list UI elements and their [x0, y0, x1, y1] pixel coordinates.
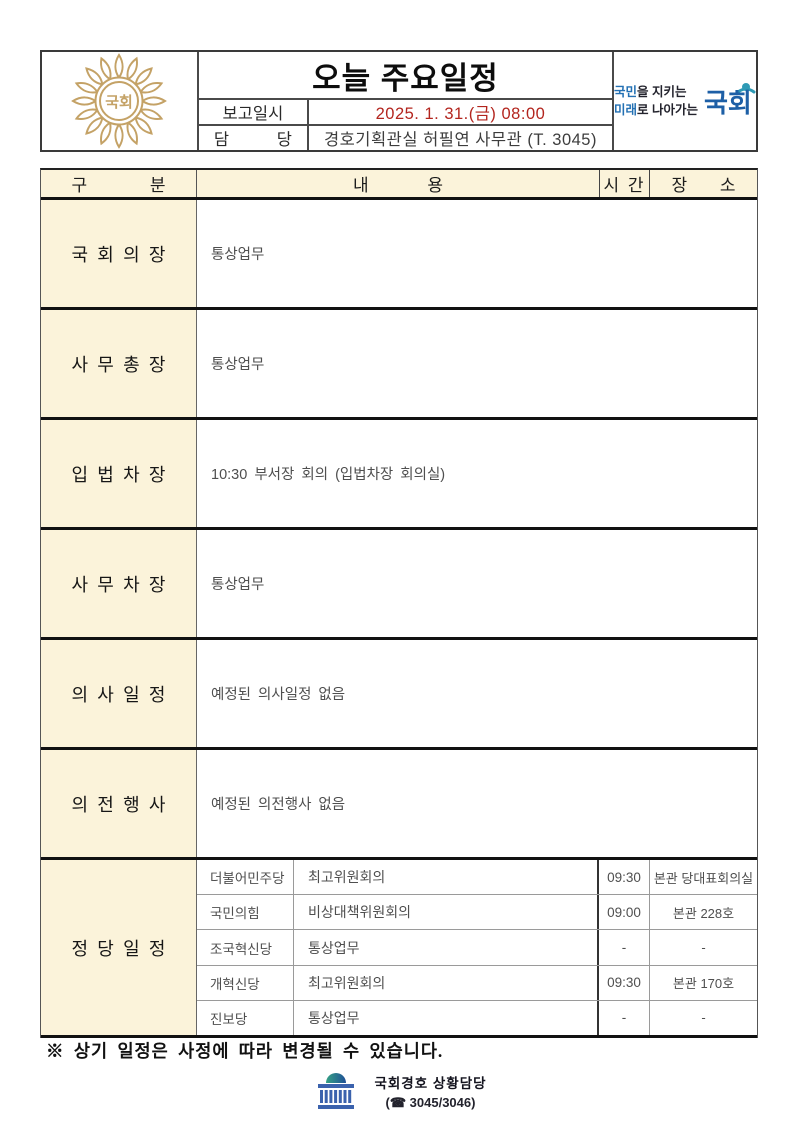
row-label: 의 전 행 사	[41, 750, 197, 857]
row-label: 입 법 차 장	[41, 420, 197, 527]
party-event-place: 본관 당대표회의실	[653, 870, 754, 886]
column-header-category-text: 구 분	[71, 176, 166, 195]
slogan-line2: 미래로 나아가는	[614, 101, 698, 119]
party-schedule-item: 개혁신당 최고위원회의 09:30 본관 170호	[197, 965, 757, 1001]
footnote: ※ 상기 일정은 사정에 따라 변경될 수 있습니다.	[46, 1041, 444, 1061]
row-label-text: 입 법 차 장	[71, 464, 166, 485]
row-label-text: 사 무 총 장	[71, 354, 166, 375]
report-datetime-row: 보고일시 2025. 1. 31.(금) 08:00	[198, 98, 612, 124]
party-name: 조국혁신당	[197, 930, 294, 965]
manager-row: 담 당 경호기획관실 허필연 사무관 (T. 3045)	[198, 124, 612, 150]
column-header-content: 내 용	[197, 170, 599, 197]
signature-org: 국회경호 상황담당	[374, 1075, 487, 1091]
party-schedule-grid: 더불어민주당 최고위원회의 09:30 본관 당대표회의실 국민의힘 비상대책위…	[197, 860, 757, 1036]
page-title: 오늘 주요일정	[312, 60, 499, 96]
party-event-place: 본관 228호	[672, 905, 735, 921]
slogan-line1: 국민을 지키는	[614, 83, 698, 101]
emblem-text: 국회	[106, 94, 134, 111]
row-content: 통상업무	[211, 247, 265, 263]
signature-text-block: 국회경호 상황담당 (☎ 3045/3046)	[374, 1072, 486, 1111]
party-name: 개혁신당	[197, 965, 294, 1000]
column-header-time: 시 간	[599, 170, 650, 197]
slogan-line2-rest: 로 나아가는	[637, 103, 698, 117]
table-row-speaker: 국 회 의 장 통상업무	[41, 200, 757, 310]
row-label: 국 회 의 장	[41, 200, 197, 307]
row-content: 예정된 의전행사 없음	[211, 797, 346, 813]
party-schedule-item: 조국혁신당 통상업무 - -	[197, 930, 757, 966]
party-event-place: -	[701, 940, 706, 955]
party-event: 최고위원회의	[294, 860, 599, 895]
column-header-place-text: 장 소	[671, 176, 736, 195]
row-content: 통상업무	[211, 577, 265, 593]
assembly-logotype-icon: 국회	[702, 80, 756, 125]
slogan-line1-emphasis: 국민	[614, 84, 638, 99]
party-event-time: 09:30	[599, 965, 650, 1000]
party-event-time: -	[599, 930, 650, 965]
row-label-text: 국 회 의 장	[71, 244, 166, 265]
slogan-line2-emphasis: 미래	[614, 103, 638, 117]
emblem-cell: 국회	[42, 52, 197, 150]
row-content: 통상업무	[211, 357, 265, 373]
table-row-legislation-deputy: 입 법 차 장 10:30 부서장 회의 (입법차장 회의실)	[41, 420, 757, 530]
party-event: 최고위원회의	[294, 965, 599, 1000]
party-schedule-item: 국민의힘 비상대책위원회의 09:00 본관 228호	[197, 895, 757, 931]
report-datetime-value: 2025. 1. 31.(금) 08:00	[375, 105, 546, 123]
column-header-time-text: 시 간	[603, 176, 646, 195]
party-name: 진보당	[197, 1000, 294, 1036]
party-event-time: 09:00	[599, 895, 650, 930]
report-datetime-label-text: 보고일시	[222, 105, 284, 123]
assembly-rosette-emblem-icon: 국회	[72, 53, 167, 148]
party-schedule-item: 더불어민주당 최고위원회의 09:30 본관 당대표회의실	[197, 860, 757, 896]
table-row-plenary-schedule: 의 사 일 정 예정된 의사일정 없음	[41, 640, 757, 750]
party-event-place: 본관 170호	[672, 976, 735, 992]
manager-label: 담 당	[199, 126, 309, 150]
column-header-place: 장 소	[650, 170, 757, 197]
party-name: 더불어민주당	[197, 860, 294, 895]
party-event-place: -	[701, 1010, 706, 1026]
table-row-secretary-general: 사 무 총 장 통상업무	[41, 310, 757, 420]
party-event: 통상업무	[294, 1000, 599, 1036]
slogan-line1-rest: 을 지키는	[637, 84, 687, 99]
party-schedule-item: 진보당 통상업무 - -	[197, 1000, 757, 1036]
row-label: 사 무 차 장	[41, 530, 197, 637]
row-label: 의 사 일 정	[41, 640, 197, 747]
assembly-building-icon	[318, 1073, 355, 1109]
row-content: 10:30 부서장 회의 (입법차장 회의실)	[211, 467, 446, 483]
row-label-text: 정 당 일 정	[71, 938, 166, 959]
manager-value: 경호기획관실 허필연 사무관 (T. 3045)	[323, 131, 597, 149]
signature-phone: (☎ 3045/3046)	[385, 1094, 476, 1110]
table-row-party-schedule: 정 당 일 정 더불어민주당 최고위원회의 09:30 본관 당대표회의실 국민…	[41, 860, 757, 1038]
row-content: 예정된 의사일정 없음	[211, 687, 346, 703]
report-datetime-label: 보고일시	[199, 100, 309, 124]
logotype-text: 국회	[704, 88, 752, 118]
table-row-administration-deputy: 사 무 차 장 통상업무	[41, 530, 757, 640]
column-header-content-text: 내 용	[353, 176, 443, 195]
party-event-time: 09:30	[599, 860, 650, 895]
header-middle-cell: 오늘 주요일정 보고일시 2025. 1. 31.(금) 08:00 담 당 경…	[196, 52, 614, 150]
party-name: 국민의힘	[197, 895, 294, 930]
row-label-text: 의 사 일 정	[71, 684, 166, 705]
row-label: 사 무 총 장	[41, 310, 197, 417]
assembly-brand: 국민을 지키는 미래로 나아가는 국회	[614, 52, 756, 150]
manager-label-text: 담 당	[213, 131, 292, 149]
security-office-signature: 국회경호 상황담당 (☎ 3045/3046)	[0, 1070, 800, 1112]
party-event-time: -	[599, 1000, 650, 1036]
table-row-protocol-events: 의 전 행 사 예정된 의전행사 없음	[41, 750, 757, 860]
document-header: 국회 오늘 주요일정 보고일시 2025. 1. 31.(금) 08:00 담 …	[40, 50, 758, 152]
party-event: 통상업무	[294, 930, 599, 965]
schedule-table: 구 분 내 용 시 간 장 소 국 회 의 장 통상업무 사 무 총 장 통상업…	[40, 168, 758, 1038]
row-label-text: 의 전 행 사	[71, 794, 166, 815]
row-label: 정 당 일 정	[41, 860, 197, 1035]
table-header-row: 구 분 내 용 시 간 장 소	[41, 170, 757, 200]
brand-slogan: 국민을 지키는 미래로 나아가는	[614, 83, 698, 119]
party-event: 비상대책위원회의	[294, 895, 599, 930]
row-label-text: 사 무 차 장	[71, 574, 166, 595]
column-header-category: 구 분	[41, 170, 197, 197]
